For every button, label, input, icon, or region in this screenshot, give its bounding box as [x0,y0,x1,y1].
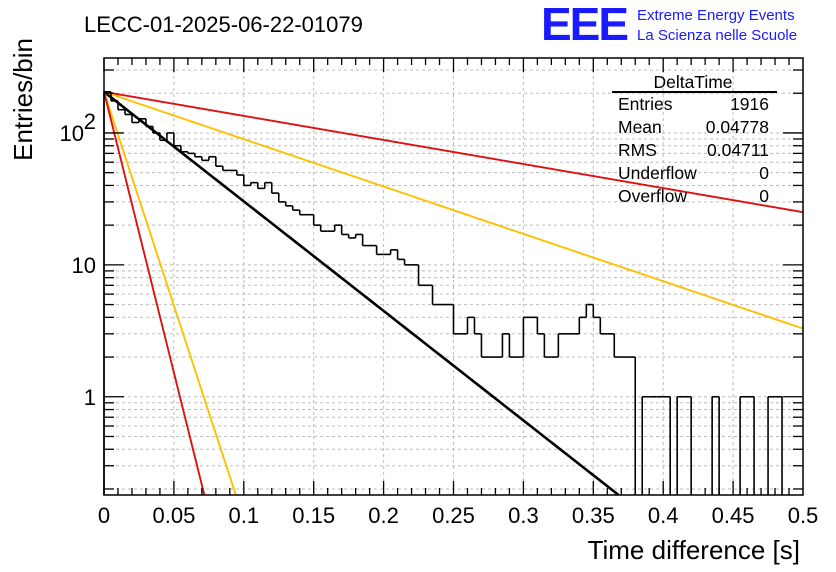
stats-value: 0.04778 [706,117,769,137]
fit-curve [103,91,237,496]
logo-line2: La Scienza nelle Scuole [637,27,797,44]
x-tick-label: 0.2 [368,503,399,528]
x-tick-label: 0.45 [712,503,755,528]
y-tick-label: 10 [72,253,96,278]
x-tick-label: 0 [98,503,110,528]
x-tick-label: 0.4 [648,503,679,528]
logo-line1: Extreme Energy Events [637,7,795,24]
stats-label: Underflow [618,163,697,183]
stats-value: 0 [759,186,769,206]
x-tick-label: 0.05 [152,503,195,528]
stats-label: RMS [618,140,657,160]
x-tick-label: 0.35 [572,503,615,528]
y-tick-label: 1 [84,385,96,410]
fit-curve [103,90,804,330]
fit-curve [103,91,206,496]
x-tick-label: 0.1 [229,503,260,528]
fit-curves [103,90,804,497]
y-tick-exponent: 2 [84,109,96,134]
stats-value: 0.04711 [707,140,769,160]
logo-text: EEE [541,0,627,50]
x-tick-label: 0.25 [432,503,475,528]
x-tick-label: 0.5 [788,503,819,528]
stats-label: Overflow [618,186,687,206]
stats-value: 0 [759,163,769,183]
y-axis-label: Entries/bin [8,38,38,161]
x-tick-label: 0.3 [508,503,539,528]
fit-curve [103,90,620,497]
y-tick-label: 10 [60,121,84,146]
x-axis-label: Time difference [s] [588,535,800,565]
stats-value: 1916 [730,94,769,114]
grid-lines [104,58,803,495]
stats-label: Entries [618,94,673,114]
chart-title: LECC-01-2025-06-22-01079 [84,12,363,37]
stats-title: DeltaTime [653,72,732,92]
axis-ticks: 0 0.05 0.1 0.15 0.2 0.25 0.3 0.35 0.4 0.45 0.5 1 10 1… [60,58,819,528]
fit-curve [103,90,804,214]
stats-label: Mean [618,117,662,137]
eee-logo: EEE Extreme Energy Events La Scienza nel… [541,0,797,50]
x-tick-label: 0.15 [292,503,335,528]
